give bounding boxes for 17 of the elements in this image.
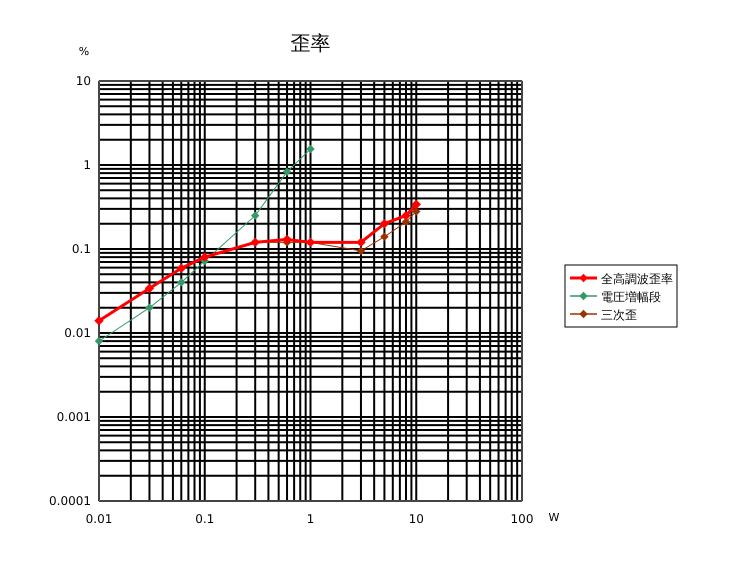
legend-label: 三次歪	[601, 308, 637, 322]
x-tick-label: 1	[306, 512, 314, 526]
y-tick-label: 10	[76, 74, 91, 88]
x-axis-title: W	[548, 511, 560, 524]
x-tick-label: 10	[408, 512, 424, 526]
y-tick-label: 0.001	[56, 410, 91, 424]
y-tick-label: 0.1	[72, 242, 91, 256]
x-tick-label: 100	[510, 512, 534, 526]
y-tick-label: 0.0001	[49, 494, 91, 508]
legend-label: 電圧増幅段	[601, 290, 661, 304]
x-tick-label: 0.1	[195, 512, 214, 526]
y-tick-label: 0.01	[64, 326, 91, 340]
y-tick-label: 1	[83, 158, 91, 172]
chart-title: 歪率	[290, 31, 330, 55]
legend-label: 全高調波歪率	[601, 272, 673, 286]
y-axis-title: %	[78, 45, 90, 58]
x-tick-label: 0.01	[86, 512, 112, 526]
